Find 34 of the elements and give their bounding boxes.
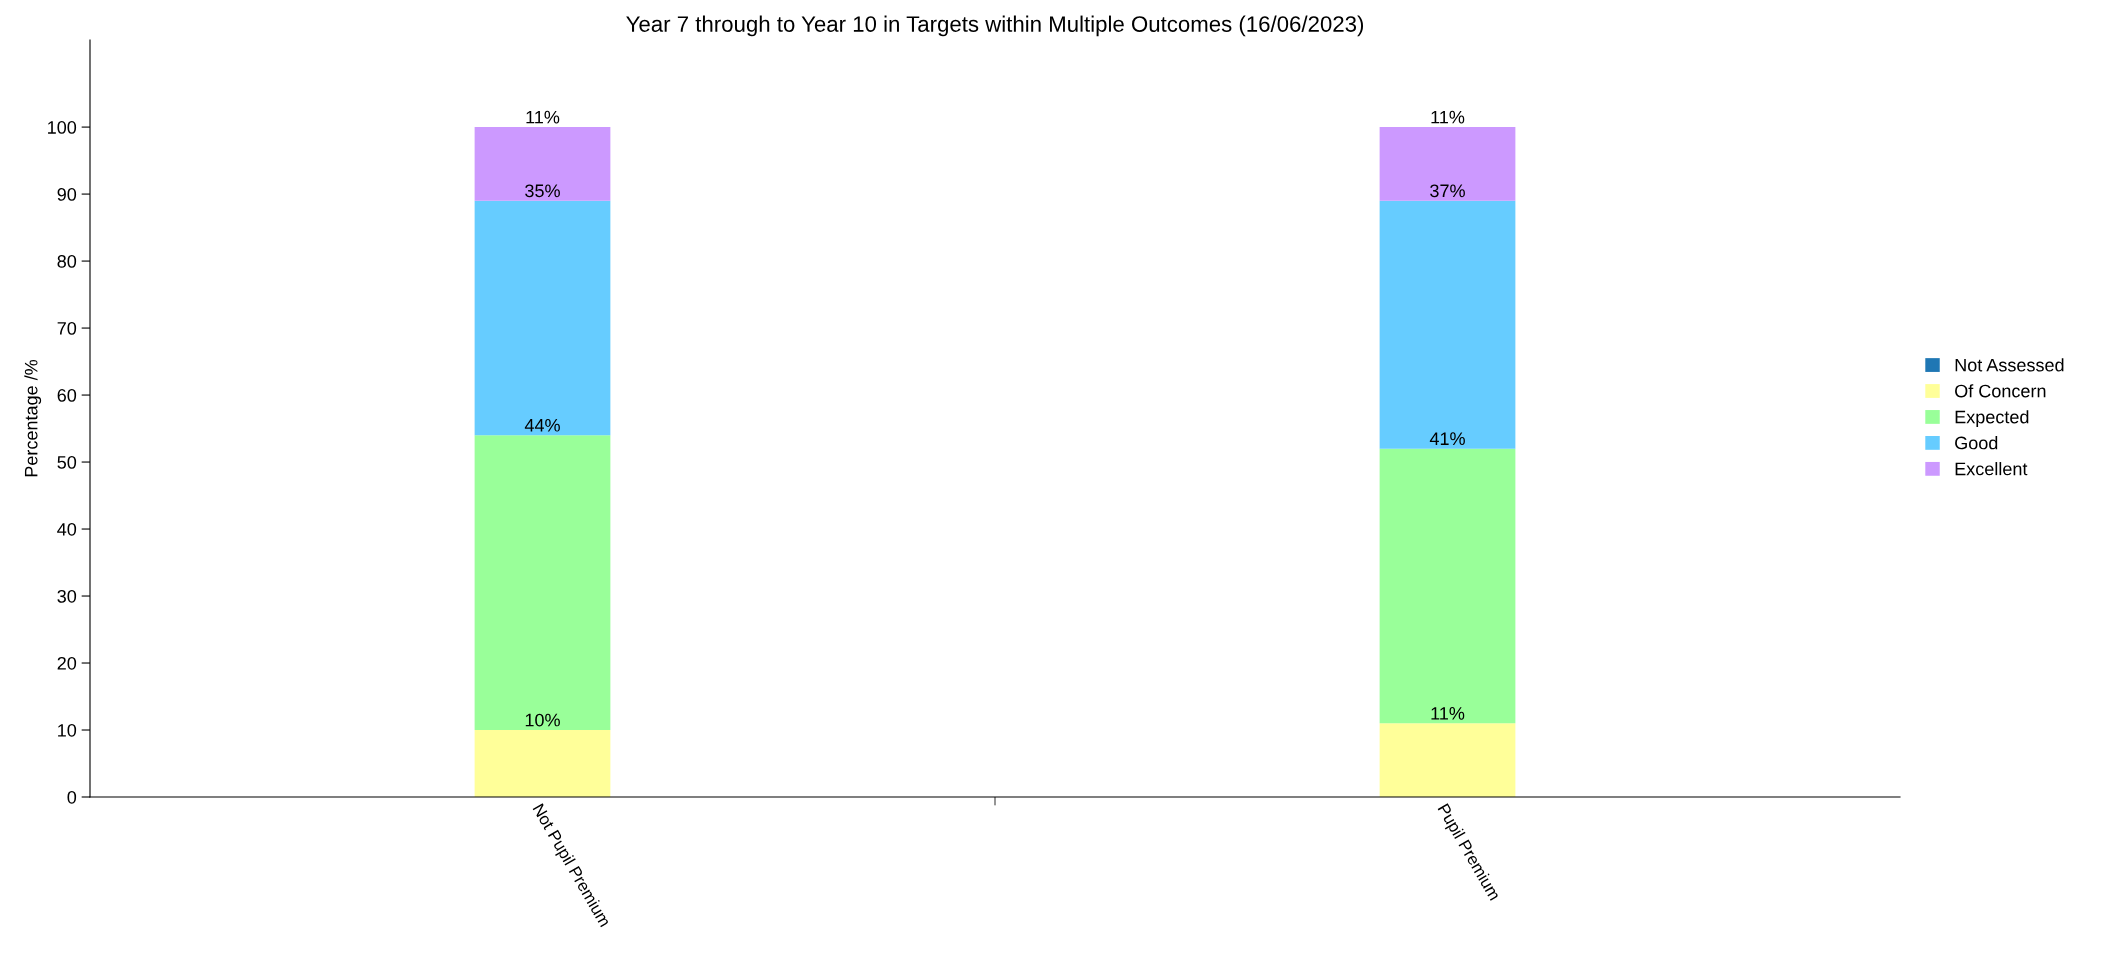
chart-title: Year 7 through to Year 10 in Targets within Multiple Outcomes (16/06/2023) [626,15,1364,37]
bar [1379,200,1516,449]
y-tick-label: 30 [57,589,77,603]
y-tick-label: 50 [57,455,77,469]
legend-label: Expected [1955,410,2029,427]
y-tick-label: 10 [58,723,77,737]
y-tick-label: 80 [57,255,77,268]
bar [474,730,611,797]
bar [474,435,611,731]
y-tick-label: 90 [57,188,77,201]
y-tick-label: 20 [57,656,77,670]
y-tick-label: 60 [57,388,77,402]
data-label: 41% [1429,432,1465,446]
data-label: 37% [1430,184,1465,198]
data-label: 11% [1431,110,1465,124]
data-label: 44% [524,418,560,432]
bar [474,127,611,201]
legend-label: Excellent [1955,462,2028,476]
legend-label: Of Concern [1955,384,2046,398]
legend-label: Good [1955,436,1998,450]
legend-label: Not Assessed [1955,358,2064,372]
data-label: 11% [526,110,560,124]
data-label: 10% [525,713,560,727]
y-tick-label: 0 [67,790,77,804]
bar [1379,127,1516,201]
y-tick-label: 100 [48,121,77,134]
data-label: 35% [525,184,560,198]
y-axis-title: Percentage /% [24,359,42,477]
y-tick-label: 70 [57,322,77,335]
bar [1379,723,1516,797]
bar [474,200,611,436]
bar [1379,448,1516,724]
y-tick-label: 40 [57,522,77,536]
data-label: 11% [1431,707,1465,720]
